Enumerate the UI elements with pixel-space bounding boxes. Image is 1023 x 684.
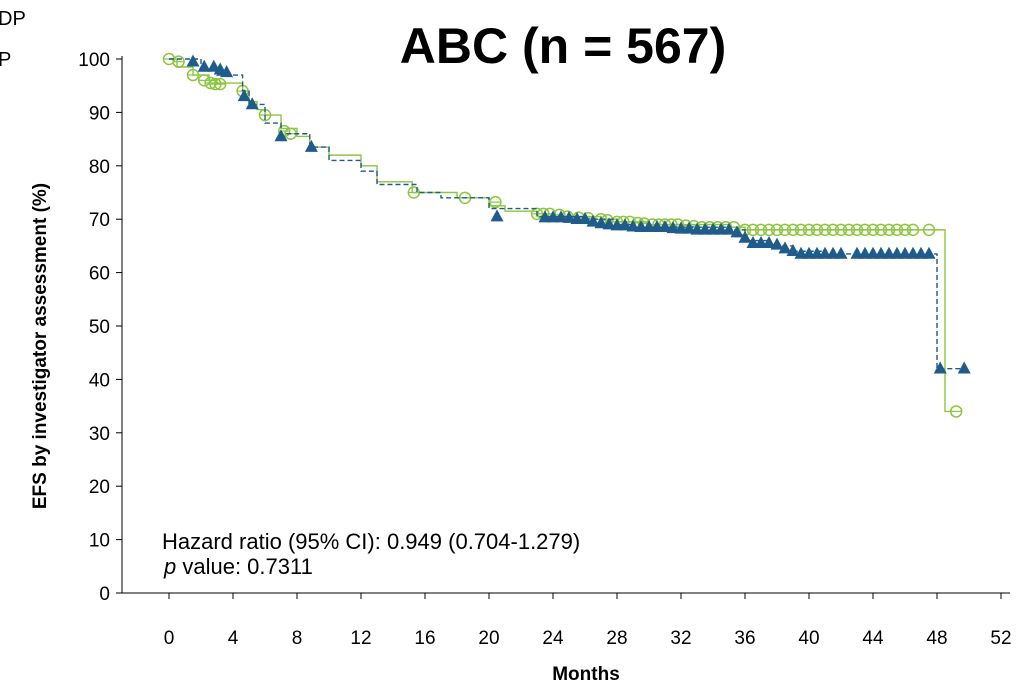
- y-axis-label: EFS by investigator assessment (%): [30, 183, 51, 509]
- hazard-ratio-annotation: Hazard ratio (95% CI): 0.949 (0.704-1.27…: [162, 529, 580, 554]
- x-tick-label: 20: [478, 628, 499, 649]
- p-value-annotation: p value: 0.7311: [163, 554, 313, 579]
- censor-marker-triangle: [922, 246, 936, 259]
- x-axis-ticks: 0 4 8 12 16 20 24 28 32 36 40 44 48 52: [164, 593, 1012, 649]
- censor-marker-triangle: [586, 214, 600, 227]
- y-tick-label: 0: [99, 584, 110, 605]
- x-tick-label: 40: [798, 628, 819, 649]
- x-tick-label: 24: [542, 628, 564, 649]
- censor-marker-triangle: [658, 220, 672, 233]
- censor-marker-triangle: [554, 210, 568, 223]
- censor-marker-triangle: [738, 230, 752, 243]
- censor-marker-triangle: [626, 219, 640, 232]
- censor-marker-triangle: [933, 361, 947, 374]
- censor-marker-triangle: [618, 218, 632, 231]
- series-2: [169, 54, 971, 374]
- p-italic: p: [163, 554, 176, 579]
- censor-marker-triangle: [186, 54, 200, 67]
- x-tick-label: 32: [670, 628, 691, 649]
- y-tick-label: 80: [89, 157, 110, 178]
- y-tick-label: 20: [89, 477, 110, 498]
- censor-marker-triangle: [237, 89, 251, 102]
- censor-marker-triangle: [245, 97, 259, 110]
- censor-marker-triangle: [490, 209, 504, 222]
- censor-marker-triangle: [778, 241, 792, 254]
- x-tick-label: 52: [990, 628, 1011, 649]
- x-tick-label: 4: [228, 628, 239, 649]
- x-tick-label: 8: [292, 628, 303, 649]
- censor-marker-triangle: [957, 361, 971, 374]
- x-axis-label: Months: [552, 664, 620, 684]
- x-tick-label: 0: [164, 628, 175, 649]
- censor-marker-triangle: [220, 65, 234, 78]
- legend-fragment-2: P: [0, 49, 11, 71]
- censor-marker-triangle: [834, 246, 848, 259]
- x-tick-label: 44: [862, 628, 884, 649]
- censor-marker-triangle: [197, 59, 211, 72]
- y-tick-label: 70: [89, 210, 110, 231]
- censor-marker-triangle: [770, 237, 784, 250]
- censor-marker-triangle: [786, 244, 800, 257]
- series-layer: [162, 52, 971, 418]
- x-tick-label: 12: [350, 628, 371, 649]
- x-tick-label: 28: [606, 628, 627, 649]
- censor-marker-triangle: [730, 225, 744, 238]
- censor-marker-triangle: [304, 139, 318, 152]
- y-tick-label: 100: [78, 50, 110, 71]
- y-tick-label: 10: [89, 531, 110, 552]
- y-axis-ticks: 0 10 20 30 40 50 60 70 80 90 100: [78, 50, 122, 605]
- censor-marker-triangle: [722, 222, 736, 235]
- y-tick-label: 60: [89, 264, 110, 285]
- series-1: [162, 52, 963, 418]
- x-tick-label: 36: [734, 628, 755, 649]
- y-tick-label: 90: [89, 103, 110, 124]
- chart-title: ABC (n = 567): [400, 18, 726, 74]
- censor-marker-triangle: [666, 221, 680, 234]
- x-tick-label: 48: [926, 628, 947, 649]
- y-tick-label: 40: [89, 370, 110, 391]
- censor-marker-triangle: [682, 221, 696, 234]
- axes: [121, 56, 1010, 594]
- censor-marker-triangle: [274, 129, 288, 142]
- x-tick-label: 16: [414, 628, 435, 649]
- y-tick-label: 30: [89, 424, 110, 445]
- series-2-line: [169, 58, 961, 370]
- censor-marker-triangle: [562, 210, 576, 223]
- censor-marker-triangle: [578, 212, 592, 224]
- p-value-text: value: 0.7311: [176, 554, 313, 579]
- censor-marker-triangle: [602, 217, 616, 230]
- y-tick-label: 50: [89, 317, 110, 338]
- censor-marker-triangle: [594, 216, 608, 229]
- legend-fragment-1: DP: [0, 8, 26, 30]
- censor-marker-triangle: [762, 236, 776, 249]
